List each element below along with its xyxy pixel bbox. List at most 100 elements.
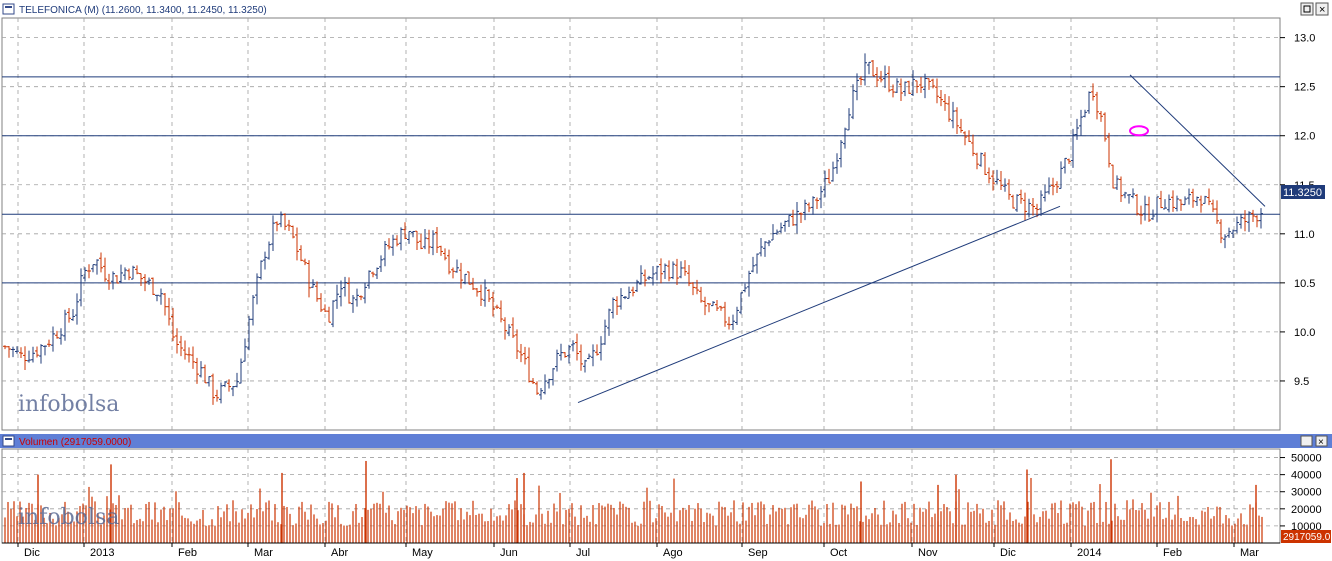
ohlc-bar xyxy=(591,344,595,367)
ohlc-bar xyxy=(631,286,635,297)
last-price-label: 11.3250 xyxy=(1281,185,1325,199)
volume-minimize-button[interactable] xyxy=(1300,435,1313,447)
ohlc-bar xyxy=(1227,227,1231,238)
ohlc-bar xyxy=(267,241,271,260)
volume-tick-label: 30000 xyxy=(1291,487,1322,499)
ohlc-bar xyxy=(907,80,911,94)
ohlc-bar xyxy=(1139,205,1143,225)
ohlc-bar xyxy=(1151,209,1155,220)
volume-panel-icon xyxy=(2,435,15,447)
ohlc-bar xyxy=(1095,91,1099,120)
volume-close-button[interactable] xyxy=(1315,435,1328,447)
ohlc-bar xyxy=(1043,184,1047,202)
ohlc-bar xyxy=(867,61,871,75)
ohlc-bar xyxy=(231,386,235,397)
ohlc-bar xyxy=(807,202,811,213)
ohlc-bar xyxy=(879,70,883,83)
ohlc-bar xyxy=(335,284,339,309)
ohlc-bar xyxy=(563,352,567,358)
ohlc-bar xyxy=(843,127,847,149)
ohlc-bar xyxy=(927,78,931,90)
ohlc-bar xyxy=(127,268,131,281)
ohlc-bar xyxy=(543,374,547,395)
price-bars xyxy=(3,53,1263,405)
ohlc-bar xyxy=(75,293,79,325)
ohlc-bar xyxy=(1075,118,1079,140)
ohlc-bar xyxy=(587,353,591,360)
volume-axis: 10000 20000 30000 40000 50000 xyxy=(1280,453,1322,533)
ohlc-bar xyxy=(1023,192,1027,221)
ohlc-bar xyxy=(1103,112,1107,142)
time-tick-label: Dic xyxy=(24,547,40,559)
price-tick-label: 9.5 xyxy=(1294,376,1309,388)
maximize-icon xyxy=(1303,5,1311,13)
ohlc-bar xyxy=(1079,109,1083,136)
ohlc-bar xyxy=(215,389,219,402)
ohlc-bar xyxy=(599,336,603,361)
ohlc-bar xyxy=(167,297,171,326)
ohlc-bar xyxy=(679,261,683,279)
ohlc-bar xyxy=(1159,190,1163,209)
ohlc-bar xyxy=(55,330,59,339)
ohlc-bar xyxy=(291,225,295,239)
ohlc-bar xyxy=(239,358,243,384)
ohlc-bar xyxy=(763,241,767,257)
ohlc-bar xyxy=(455,259,459,273)
volume-watermark-logo: infobolsa xyxy=(18,505,119,530)
ohlc-bar xyxy=(959,118,963,133)
ohlc-bar xyxy=(1091,83,1095,101)
ohlc-bar xyxy=(811,196,815,215)
ohlc-bar xyxy=(663,263,667,280)
ohlc-bar xyxy=(711,301,715,307)
ohlc-bar xyxy=(311,279,315,288)
ohlc-bar xyxy=(159,288,163,305)
ohlc-bar xyxy=(607,308,611,336)
ohlc-bar xyxy=(407,230,411,244)
volume-panel-window-buttons: × xyxy=(1300,435,1328,448)
ohlc-bar xyxy=(247,315,251,351)
ohlc-bar xyxy=(411,230,415,238)
ohlc-bar xyxy=(1015,194,1019,212)
ohlc-bar xyxy=(739,292,743,315)
ohlc-bar xyxy=(47,339,51,348)
time-tick-label: Feb xyxy=(178,547,197,559)
ohlc-bar xyxy=(95,259,99,275)
ohlc-bar xyxy=(59,328,63,345)
volume-panel-icon-bar xyxy=(5,438,12,440)
volume-panel-titlebar xyxy=(0,434,1332,448)
ohlc-bar xyxy=(943,93,947,111)
ohlc-bar xyxy=(275,221,279,232)
ohlc-bar xyxy=(207,376,211,387)
close-button[interactable] xyxy=(1315,2,1329,16)
ohlc-bar xyxy=(667,260,671,282)
last-volume-value: 2917059.0 xyxy=(1283,532,1331,543)
volume-bars xyxy=(4,459,1263,543)
ohlc-bar xyxy=(547,378,551,389)
ohlc-bar xyxy=(243,338,247,362)
ohlc-bar xyxy=(1147,196,1151,222)
ohlc-bar xyxy=(399,227,403,251)
ohlc-bar xyxy=(999,171,1003,190)
ohlc-bar xyxy=(391,234,395,256)
ohlc-bar xyxy=(1187,188,1191,205)
minimize-button[interactable] xyxy=(1300,2,1314,16)
ohlc-bar xyxy=(551,368,555,386)
ohlc-bar xyxy=(1195,196,1199,206)
ohlc-bar xyxy=(479,284,483,307)
time-tick-label: Mar xyxy=(1240,547,1259,559)
highlight-ellipse xyxy=(1129,125,1149,137)
ohlc-bar xyxy=(887,66,891,93)
ohlc-bar xyxy=(199,361,203,378)
ohlc-bar xyxy=(719,305,723,311)
ohlc-bar xyxy=(731,314,735,330)
ohlc-bar xyxy=(31,346,35,363)
ohlc-bar xyxy=(459,262,463,289)
ohlc-bar xyxy=(655,265,659,281)
ohlc-bar xyxy=(323,304,327,313)
ohlc-bar xyxy=(791,209,795,226)
ohlc-bar xyxy=(451,267,455,279)
ohlc-bar xyxy=(1207,188,1211,206)
ohlc-bar xyxy=(143,274,147,292)
price-tick-label: 10.0 xyxy=(1294,327,1315,339)
trendline xyxy=(577,205,1061,403)
